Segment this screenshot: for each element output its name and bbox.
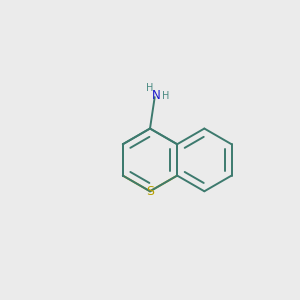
Text: N: N (152, 89, 161, 102)
Text: S: S (146, 185, 154, 198)
Text: H: H (146, 83, 153, 93)
Text: H: H (162, 91, 169, 100)
